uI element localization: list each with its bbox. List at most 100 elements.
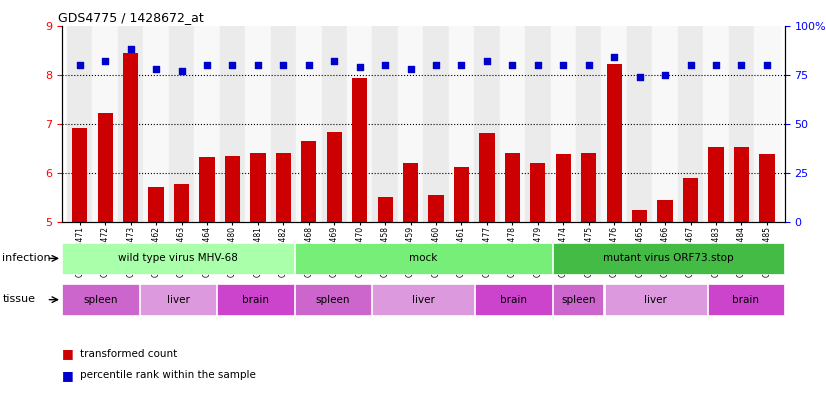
Point: [430, 62, 443, 68]
Point: [658, 72, 672, 78]
Text: brain: brain: [242, 295, 269, 305]
Bar: [199, 157, 215, 222]
Bar: [530, 163, 545, 222]
Point: [608, 54, 621, 60]
Bar: [576, 26, 601, 222]
Bar: [67, 26, 93, 222]
Bar: [250, 153, 265, 222]
Bar: [759, 154, 775, 222]
Bar: [398, 26, 423, 222]
Bar: [63, 284, 139, 315]
Point: [684, 62, 697, 68]
Bar: [525, 26, 551, 222]
Point: [710, 62, 723, 68]
Text: spleen: spleen: [561, 295, 596, 305]
Bar: [453, 167, 469, 222]
Bar: [627, 26, 653, 222]
Bar: [217, 284, 294, 315]
Bar: [449, 26, 474, 222]
Text: GDS4775 / 1428672_at: GDS4775 / 1428672_at: [59, 11, 204, 24]
Bar: [582, 153, 596, 222]
Bar: [551, 26, 576, 222]
Text: transformed count: transformed count: [80, 349, 178, 359]
Text: wild type virus MHV-68: wild type virus MHV-68: [118, 253, 238, 263]
Bar: [169, 26, 194, 222]
Bar: [93, 26, 118, 222]
Bar: [708, 284, 784, 315]
Bar: [373, 26, 398, 222]
Text: brain: brain: [501, 295, 527, 305]
Bar: [296, 26, 321, 222]
Bar: [553, 243, 784, 274]
Text: spleen: spleen: [83, 295, 118, 305]
Bar: [295, 243, 552, 274]
Point: [98, 58, 112, 64]
Bar: [321, 26, 347, 222]
Bar: [326, 132, 342, 222]
Text: mock: mock: [409, 253, 438, 263]
Bar: [194, 26, 220, 222]
Text: brain: brain: [733, 295, 759, 305]
Bar: [429, 195, 444, 222]
Text: percentile rank within the sample: percentile rank within the sample: [80, 370, 256, 380]
Bar: [352, 78, 368, 222]
Point: [251, 62, 264, 68]
Text: spleen: spleen: [316, 295, 350, 305]
Bar: [373, 284, 474, 315]
Point: [150, 66, 163, 72]
Bar: [295, 284, 371, 315]
Bar: [703, 26, 729, 222]
Bar: [403, 163, 418, 222]
Point: [328, 58, 341, 64]
Bar: [174, 184, 189, 222]
Point: [455, 62, 468, 68]
Bar: [678, 26, 703, 222]
Bar: [476, 284, 552, 315]
Point: [225, 62, 239, 68]
Point: [74, 62, 87, 68]
Bar: [301, 141, 316, 222]
Bar: [505, 153, 520, 222]
Bar: [271, 26, 296, 222]
Text: liver: liver: [167, 295, 189, 305]
Point: [735, 62, 748, 68]
Bar: [220, 26, 245, 222]
Point: [124, 46, 137, 52]
Bar: [63, 243, 294, 274]
Text: ■: ■: [62, 369, 74, 382]
Point: [557, 62, 570, 68]
Point: [404, 66, 417, 72]
Bar: [140, 284, 216, 315]
Text: mutant virus ORF73.stop: mutant virus ORF73.stop: [603, 253, 733, 263]
Bar: [709, 147, 724, 222]
Bar: [657, 200, 672, 222]
Text: liver: liver: [644, 295, 667, 305]
Bar: [276, 153, 291, 222]
Text: infection: infection: [2, 253, 51, 263]
Point: [531, 62, 544, 68]
Bar: [754, 26, 780, 222]
Bar: [123, 53, 138, 222]
Point: [201, 62, 214, 68]
Bar: [144, 26, 169, 222]
Point: [353, 64, 366, 70]
Point: [506, 62, 519, 68]
Bar: [606, 64, 622, 222]
Bar: [601, 26, 627, 222]
Point: [302, 62, 316, 68]
Point: [277, 62, 290, 68]
Bar: [500, 26, 525, 222]
Point: [760, 62, 773, 68]
Text: liver: liver: [412, 295, 434, 305]
Bar: [556, 154, 571, 222]
Bar: [474, 26, 500, 222]
Bar: [683, 178, 698, 222]
Point: [633, 73, 646, 80]
Bar: [632, 210, 648, 222]
Text: tissue: tissue: [2, 294, 36, 305]
Bar: [245, 26, 271, 222]
Bar: [729, 26, 754, 222]
Bar: [553, 284, 604, 315]
Bar: [347, 26, 373, 222]
Bar: [423, 26, 449, 222]
